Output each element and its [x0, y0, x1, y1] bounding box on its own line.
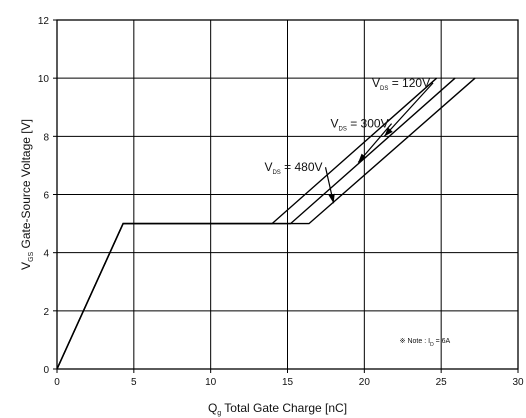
- note-annotation: ※ Note : ID = 6A: [400, 338, 451, 348]
- x-tick-label: 20: [359, 377, 371, 388]
- series-lines: [56, 77, 476, 370]
- y-tick-label: 6: [43, 191, 49, 202]
- x-tick-label: 30: [512, 377, 524, 388]
- tick-labels: 0 5 10 15 20 25 30 0 2 4 6 8 10 12: [38, 16, 524, 388]
- y-tick-label: 0: [43, 365, 49, 376]
- y-tick-label: 2: [43, 307, 49, 318]
- label-arrowhead-3: [328, 193, 335, 204]
- label-arrowhead-1: [384, 127, 393, 137]
- y-axis-label: VGS Gate-Source Voltage [V]: [19, 119, 35, 270]
- label-arrowhead-2: [358, 153, 367, 163]
- grid-lines: [57, 20, 518, 369]
- series-label-2: VDS = 300V: [331, 117, 389, 133]
- series-labels: VDS = 120V VDS = 300V VDS = 480V ※ Note : I…: [264, 76, 450, 348]
- axis-labels: Qg Total Gate Charge [nC] VGS Gate-Source…: [19, 119, 347, 417]
- x-tick-label: 10: [205, 377, 217, 388]
- series-line-3: [56, 77, 476, 370]
- series-label-3: VDS = 480V: [264, 160, 322, 176]
- y-tick-label: 10: [38, 74, 50, 85]
- x-tick-label: 5: [131, 377, 137, 388]
- x-tick-label: 0: [54, 377, 60, 388]
- series-label-1: VDS = 120V: [372, 76, 430, 92]
- x-axis-label: Qg Total Gate Charge [nC]: [208, 401, 347, 417]
- label-arrow-1: [383, 82, 434, 137]
- y-tick-label: 12: [38, 16, 50, 27]
- x-tick-label: 25: [436, 377, 448, 388]
- x-tick-label: 15: [282, 377, 294, 388]
- y-tick-label: 8: [43, 132, 49, 143]
- y-tick-label: 4: [43, 249, 49, 260]
